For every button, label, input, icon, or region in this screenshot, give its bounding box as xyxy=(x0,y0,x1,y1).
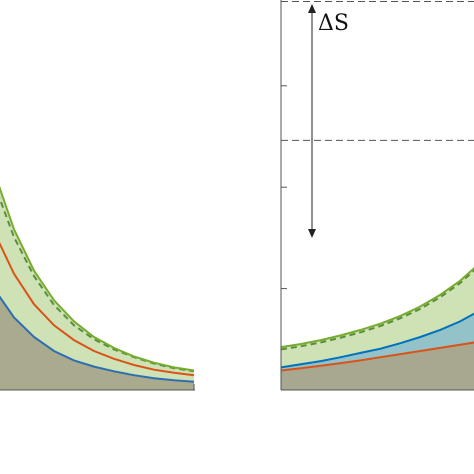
right-area-fills xyxy=(281,268,474,390)
left-line-gray-fill-blue-edge xyxy=(0,295,195,383)
right-reference-lines xyxy=(281,1,474,141)
right-line-green-solid-upper xyxy=(280,266,474,349)
right-area-gray-fill-orange-edge xyxy=(281,342,474,390)
right-y-ticks xyxy=(281,85,287,391)
right-line-gray-fill-orange-edge xyxy=(280,341,474,372)
left-area-green-solid-upper xyxy=(0,188,194,390)
left-line-green-solid-upper xyxy=(0,185,195,372)
right-panel: ΔS xyxy=(280,0,474,391)
right-line-blue-line xyxy=(280,312,474,369)
left-panel xyxy=(0,185,195,391)
left-line-orange-line xyxy=(0,241,195,377)
left-area-gray-fill-blue-edge xyxy=(0,297,194,390)
left-series-lines xyxy=(0,185,195,383)
right-line-green-dashed xyxy=(280,269,474,351)
left-area-fills xyxy=(0,188,194,390)
delta-s-label: ΔS xyxy=(318,11,349,36)
delta-s-arrow-head-top xyxy=(308,4,316,13)
delta-s-annotation: ΔS xyxy=(308,4,349,238)
delta-s-arrow-head-bottom xyxy=(308,229,316,238)
right-series-lines xyxy=(280,266,474,372)
